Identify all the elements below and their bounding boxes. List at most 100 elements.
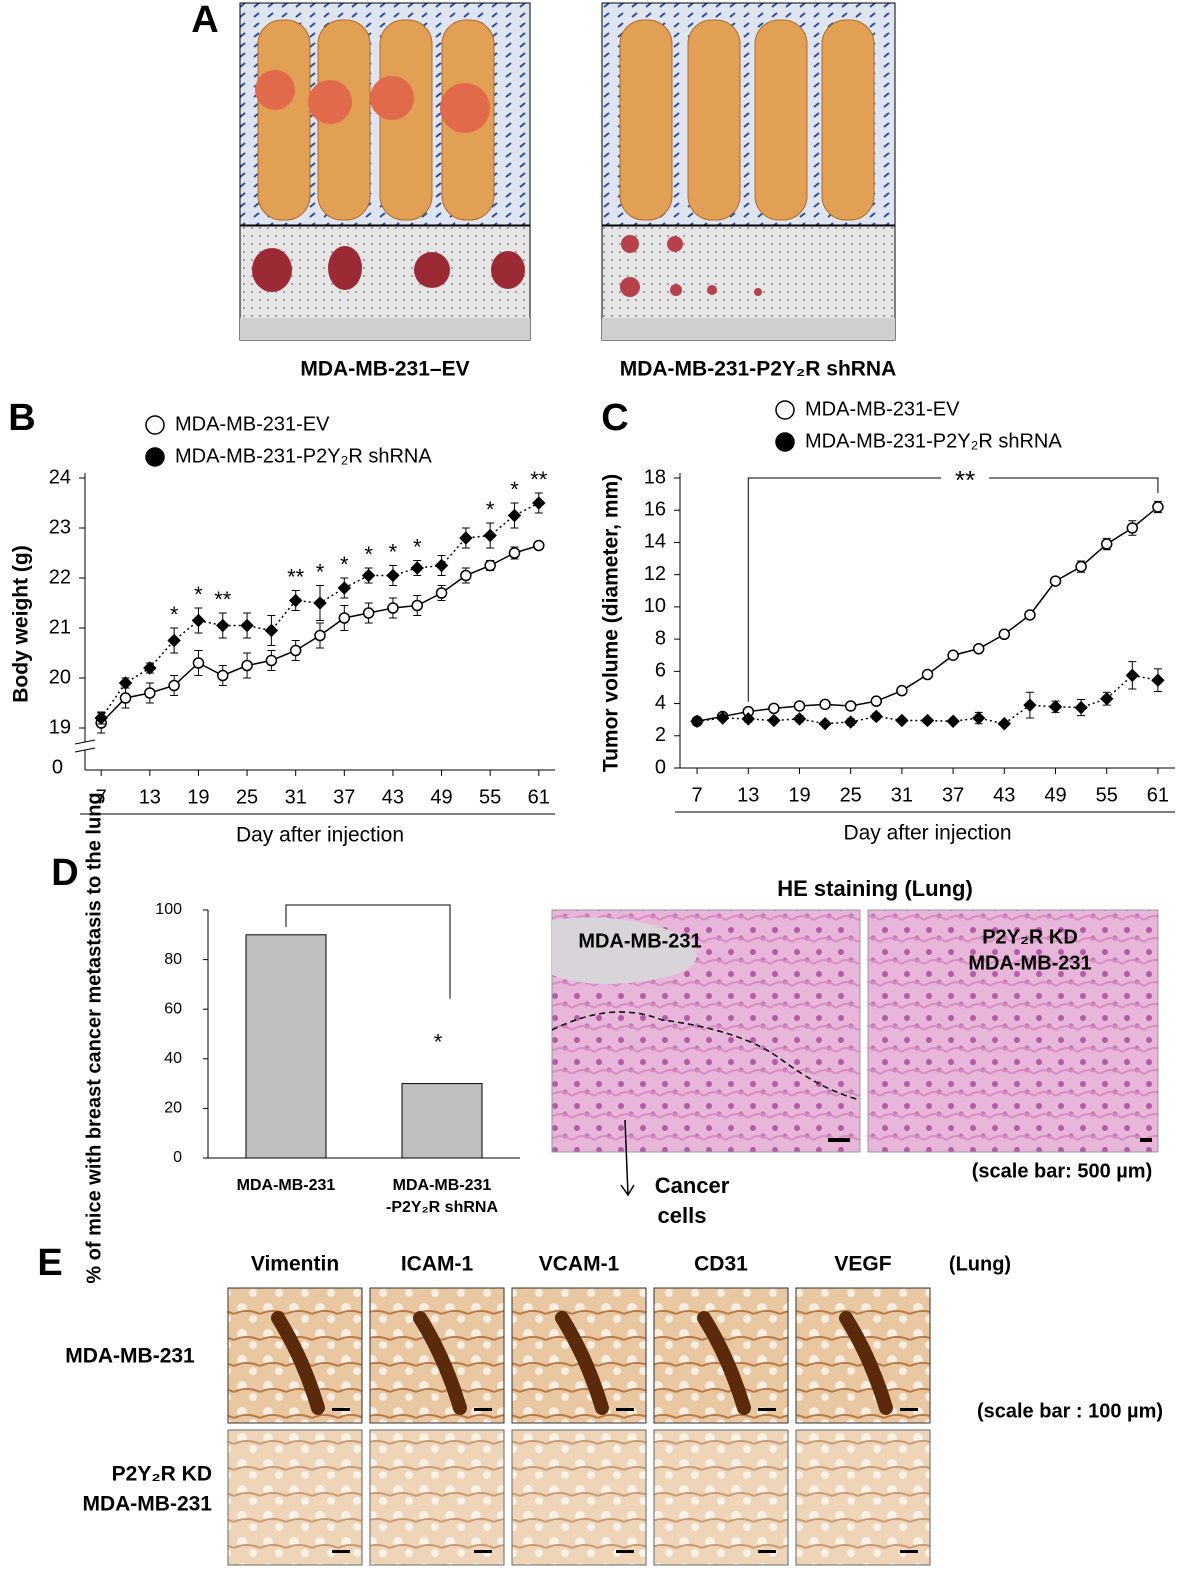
panel-letter: E (37, 1242, 62, 1284)
marker (216, 618, 230, 633)
marker (1125, 668, 1140, 683)
y-tick-label: 22 (49, 566, 71, 588)
legend-label: MDA-MB-231-EV (175, 413, 330, 435)
marker (946, 714, 960, 728)
y-tick-label: 16 (644, 499, 666, 521)
marker (997, 716, 1012, 731)
marker (508, 547, 521, 559)
marker (947, 649, 959, 661)
significance: ** (955, 465, 975, 495)
marker (265, 654, 278, 667)
marker (411, 599, 423, 612)
scale-bar (474, 1408, 492, 1411)
scale-bar (474, 1550, 492, 1553)
significance: * (170, 602, 179, 627)
y-tick-label: 20 (49, 666, 71, 688)
scale-bar (616, 1550, 634, 1553)
stained-vessel (413, 1311, 467, 1415)
y-tick-label: 100 (155, 901, 182, 918)
marker (192, 657, 205, 669)
scale-bar (758, 1550, 776, 1553)
x-axis-label: Day after injection (236, 824, 404, 847)
marker (144, 687, 156, 699)
scale-bar (900, 1550, 918, 1553)
pointer-label: Cancer (655, 1173, 730, 1198)
marker (387, 602, 399, 614)
panel-letter: D (51, 852, 78, 894)
marker (920, 713, 935, 728)
significance: * (510, 477, 519, 502)
marker (264, 623, 279, 638)
y-break-label: 0 (52, 756, 63, 778)
significance: * (434, 1029, 443, 1054)
x-tick-label: 43 (993, 784, 1015, 806)
marker (1100, 538, 1113, 550)
legend-marker (775, 400, 795, 420)
caption: MDA-MB-231-P2Y₂R shRNA (620, 358, 897, 381)
ihc: (Lung) (scale bar : 100 µm) MDA-MB-231 P… (65, 1253, 1163, 1515)
x-tick-label: 49 (430, 786, 452, 808)
marker (314, 629, 326, 642)
x-tick-label: 7 (692, 784, 703, 806)
x-tick-label: 61 (528, 786, 550, 808)
marker (191, 613, 206, 628)
x-tick-label: 55 (1096, 784, 1118, 806)
he-image (867, 909, 1159, 1153)
caption: MDA-MB-231–EV (300, 358, 469, 381)
marker (1024, 609, 1036, 621)
legend-marker (775, 432, 795, 452)
scale-bar (758, 1408, 776, 1411)
marker (507, 508, 522, 523)
x-tick-label: 37 (942, 784, 964, 806)
column-header: VEGF (834, 1253, 891, 1276)
marker (818, 716, 832, 731)
significance: * (389, 539, 398, 564)
x-tick-label: 25 (840, 784, 862, 806)
marker (819, 698, 831, 711)
marker (289, 644, 302, 657)
marker (168, 679, 180, 692)
y-tick-label: 40 (164, 1050, 182, 1067)
marker (690, 714, 704, 728)
marker (118, 676, 133, 690)
marker (844, 700, 857, 712)
x-tick-label: -P2Y₂R shRNA (386, 1199, 498, 1216)
ruler (240, 318, 530, 340)
marker (483, 528, 497, 543)
axis-break (74, 739, 96, 753)
y-tick-label: 14 (644, 531, 666, 553)
histology-title: HE staining (Lung) (777, 876, 973, 901)
excised-tumors (620, 235, 762, 297)
marker (767, 713, 781, 728)
marker (1152, 501, 1164, 513)
scale-bar (332, 1550, 350, 1553)
marker (768, 702, 780, 715)
mice (619, 19, 875, 221)
x-axis-label: Day after injection (843, 822, 1011, 845)
pointer-label: cells (658, 1203, 707, 1228)
marker (167, 633, 181, 648)
marker (1074, 700, 1088, 715)
x-tick-label: 13 (737, 784, 759, 806)
excised-tumors (252, 246, 525, 292)
marker (288, 593, 303, 608)
marker (895, 713, 909, 728)
marker (532, 496, 546, 510)
scale-bar (828, 1138, 850, 1142)
x-tick-label: 7 (96, 786, 107, 808)
y-tick-label: 19 (49, 716, 71, 738)
tumor-outline (551, 1011, 861, 1101)
row-label: MDA-MB-231 (65, 1345, 195, 1368)
y-axis-label: Body weight (g) (10, 545, 33, 702)
x-tick-label: 61 (1147, 784, 1169, 806)
ihc-image (653, 1429, 789, 1566)
marker (241, 659, 253, 672)
tissue-label: (Lung) (949, 1253, 1011, 1275)
significance-bracket (747, 477, 1159, 702)
stained-vessel (839, 1311, 893, 1415)
x-tick-label: 13 (139, 786, 161, 808)
x-tick-label: 19 (187, 786, 209, 808)
y-tick-label: 10 (644, 595, 666, 617)
airway (552, 917, 697, 984)
